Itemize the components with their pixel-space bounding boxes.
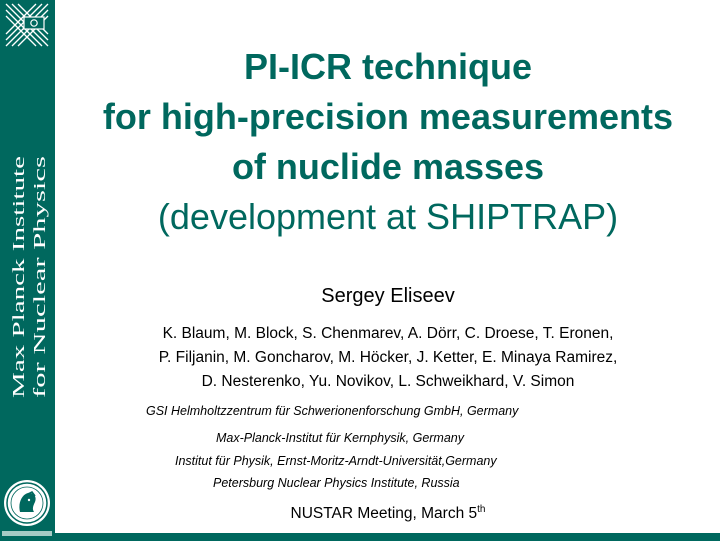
affiliation-mpik: Max-Planck-Institut für Kernphysik, Germ… bbox=[216, 431, 464, 445]
presenter-name: Sergey Eliseev bbox=[321, 285, 455, 307]
title-line-3: of nuclide masses bbox=[231, 146, 545, 187]
mpi-logo-icon bbox=[5, 3, 49, 47]
coauthor-line: K. Blaum, M. Block, S. Chenmarev, A. Dör… bbox=[162, 325, 614, 342]
title-line-2: for high-precision measurements bbox=[102, 96, 674, 137]
bottom-strip bbox=[55, 533, 720, 541]
meeting-text: NUSTAR Meeting, March 5 bbox=[290, 505, 478, 523]
meeting-info: NUSTAR Meeting, March 5th bbox=[58, 504, 718, 523]
slide-title: PI-ICR technique for high-precision meas… bbox=[58, 42, 718, 242]
seal-caption bbox=[2, 531, 52, 536]
coauthor-line: P. Filjanin, M. Goncharov, M. Höcker, J.… bbox=[158, 349, 618, 366]
affiliation-pnpi: Petersburg Nuclear Physics Institute, Ru… bbox=[213, 476, 460, 490]
institute-line-2: for Nuclear Physics bbox=[30, 156, 49, 398]
title-line-1: PI-ICR technique bbox=[243, 46, 533, 87]
minerva-seal-icon bbox=[4, 480, 50, 526]
institute-name-vertical: Max Planck Institute for Nuclear Physics bbox=[9, 156, 49, 398]
coauthor-line: D. Nesterenko, Yu. Novikov, L. Schweikha… bbox=[201, 373, 575, 390]
affiliation-gsi: GSI Helmholtzzentrum für Schwerionenfors… bbox=[146, 404, 519, 418]
institute-line-1: Max Planck Institute bbox=[9, 156, 28, 398]
sidebar: Max Planck Institute for Nuclear Physics bbox=[0, 0, 55, 541]
coauthor-list: K. Blaum, M. Block, S. Chenmarev, A. Dör… bbox=[58, 322, 718, 394]
title-subtitle: (development at SHIPTRAP) bbox=[157, 196, 619, 237]
affiliation-greifswald: Institut für Physik, Ernst-Moritz-Arndt-… bbox=[175, 454, 497, 468]
meeting-suffix: th bbox=[477, 504, 486, 515]
